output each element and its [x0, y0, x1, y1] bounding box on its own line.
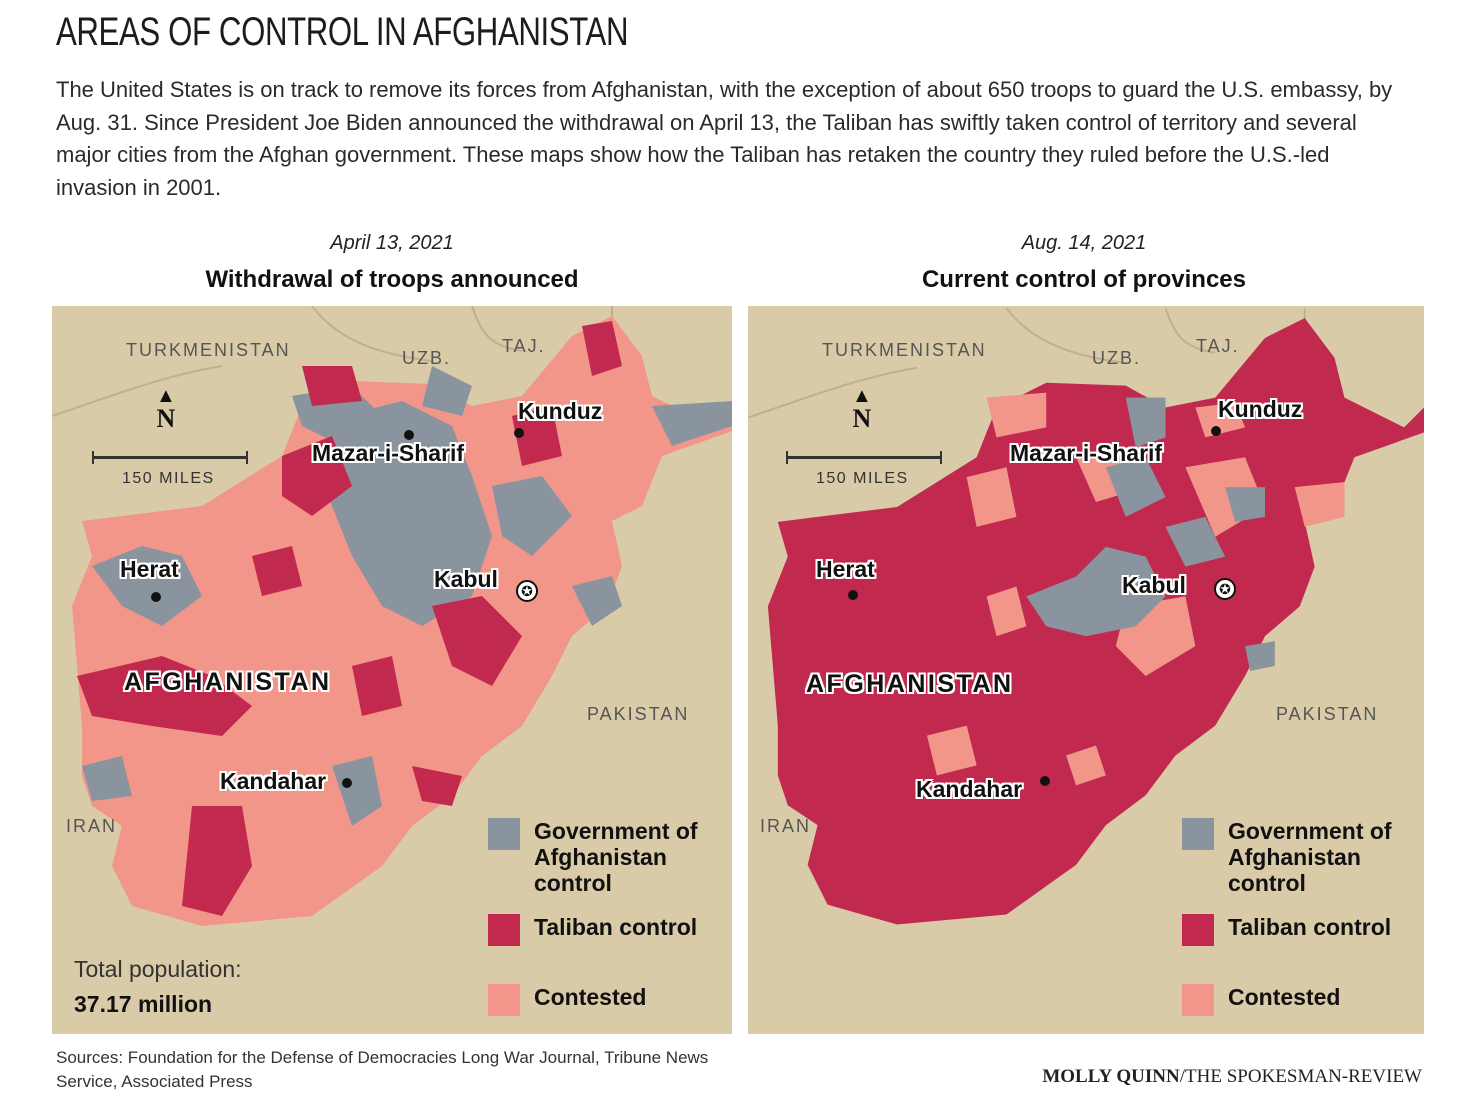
map-april-2021: TURKMENISTAN UZB. TAJ. PAKISTAN IRAN AFG… [52, 306, 732, 1034]
right-map-date: Aug. 14, 2021 [1021, 232, 1147, 254]
city-mazar: Mazar-i-Sharif [312, 440, 465, 466]
population-label: Total population: [74, 956, 242, 982]
map-right-svg [748, 307, 1424, 925]
label-iran: IRAN [66, 816, 118, 836]
sources-note: Sources: Foundation for the Defense of D… [56, 1048, 709, 1091]
city-dot-mazar [1102, 447, 1112, 457]
credit-author: MOLLY QUINN [1042, 1066, 1180, 1087]
city-dot-kunduz [514, 428, 524, 438]
city-herat: Herat [120, 556, 179, 582]
credit-outlet: /THE SPOKESMAN-REVIEW [1179, 1066, 1422, 1087]
city-dot-kandahar [342, 778, 352, 788]
legend-government: Government of Afghanistan control [488, 818, 724, 896]
swatch-taliban [488, 914, 520, 946]
city-herat: Herat [816, 556, 875, 582]
city-dot-herat [151, 592, 161, 602]
map-left-svg [52, 306, 732, 926]
scale-label: 150 MILES [816, 470, 909, 487]
label-afghanistan: AFGHANISTAN [124, 668, 332, 696]
credit-line: MOLLY QUINN/THE SPOKESMAN-REVIEW [1042, 1066, 1422, 1088]
legend-taliban: Taliban control [488, 914, 724, 946]
label-uzbekistan: UZB. [402, 348, 452, 368]
label-uzbekistan: UZB. [1092, 348, 1142, 368]
left-map-subtitle: Withdrawal of troops announced [205, 266, 579, 293]
city-kandahar: Kandahar [220, 768, 327, 794]
label-pakistan: PAKISTAN [587, 704, 690, 724]
city-dot-kandahar [1040, 776, 1050, 786]
population-value: 37.17 million [74, 991, 213, 1017]
city-dot-herat [848, 590, 858, 600]
north-arrow-icon: ▲ [852, 385, 872, 407]
legend-taliban: Taliban control [1182, 914, 1418, 946]
compass: ▲ N [156, 386, 176, 432]
left-map-date: April 13, 2021 [330, 232, 454, 254]
city-kandahar: Kandahar [916, 776, 1023, 802]
city-dot-kunduz [1211, 426, 1221, 436]
swatch-government [488, 818, 520, 850]
label-iran: IRAN [760, 816, 812, 836]
population-box: Total population: 37.17 million [74, 956, 242, 1018]
swatch-contested [1182, 984, 1214, 1016]
label-turkmenistan: TURKMENISTAN [126, 340, 291, 360]
map-august-2021: TURKMENISTAN UZB. TAJ. PAKISTAN IRAN AFG… [748, 306, 1424, 1034]
label-afghanistan: AFGHANISTAN [806, 670, 1014, 698]
label-tajikistan: TAJ. [1196, 336, 1240, 356]
swatch-government [1182, 818, 1214, 850]
afghanistan-outline [72, 316, 732, 926]
city-kunduz: Kunduz [518, 398, 603, 424]
compass-n: N [156, 404, 176, 433]
capital-star-icon: ✪ [516, 580, 538, 602]
legend-government: Government of Afghanistan control [1182, 818, 1418, 896]
legend-contested: Contested [488, 984, 724, 1016]
compass: ▲ N [852, 386, 872, 432]
right-map-subtitle: Current control of provinces [921, 266, 1247, 293]
city-kabul: Kabul [1122, 572, 1186, 598]
intro-paragraph: The United States is on track to remove … [56, 77, 1393, 200]
capital-star-icon: ✪ [1214, 578, 1236, 600]
city-mazar: Mazar-i-Sharif [1010, 440, 1163, 466]
swatch-contested [488, 984, 520, 1016]
left-panel-heading: April 13, 2021 Withdrawal of troops anno… [52, 232, 732, 294]
city-kabul: Kabul [434, 566, 498, 592]
north-arrow-icon: ▲ [156, 385, 176, 407]
label-turkmenistan: TURKMENISTAN [822, 340, 987, 360]
legend-contested: Contested [1182, 984, 1418, 1016]
compass-n: N [852, 404, 872, 433]
label-pakistan: PAKISTAN [1276, 704, 1379, 724]
swatch-taliban [1182, 914, 1214, 946]
scale-label: 150 MILES [122, 470, 215, 487]
page-title: AREAS OF CONTROL IN AFGHANISTAN [56, 10, 629, 54]
right-panel-heading: Aug. 14, 2021 Current control of provinc… [744, 232, 1424, 294]
city-dot-mazar [404, 430, 414, 440]
city-kunduz: Kunduz [1218, 396, 1303, 422]
label-tajikistan: TAJ. [502, 336, 546, 356]
